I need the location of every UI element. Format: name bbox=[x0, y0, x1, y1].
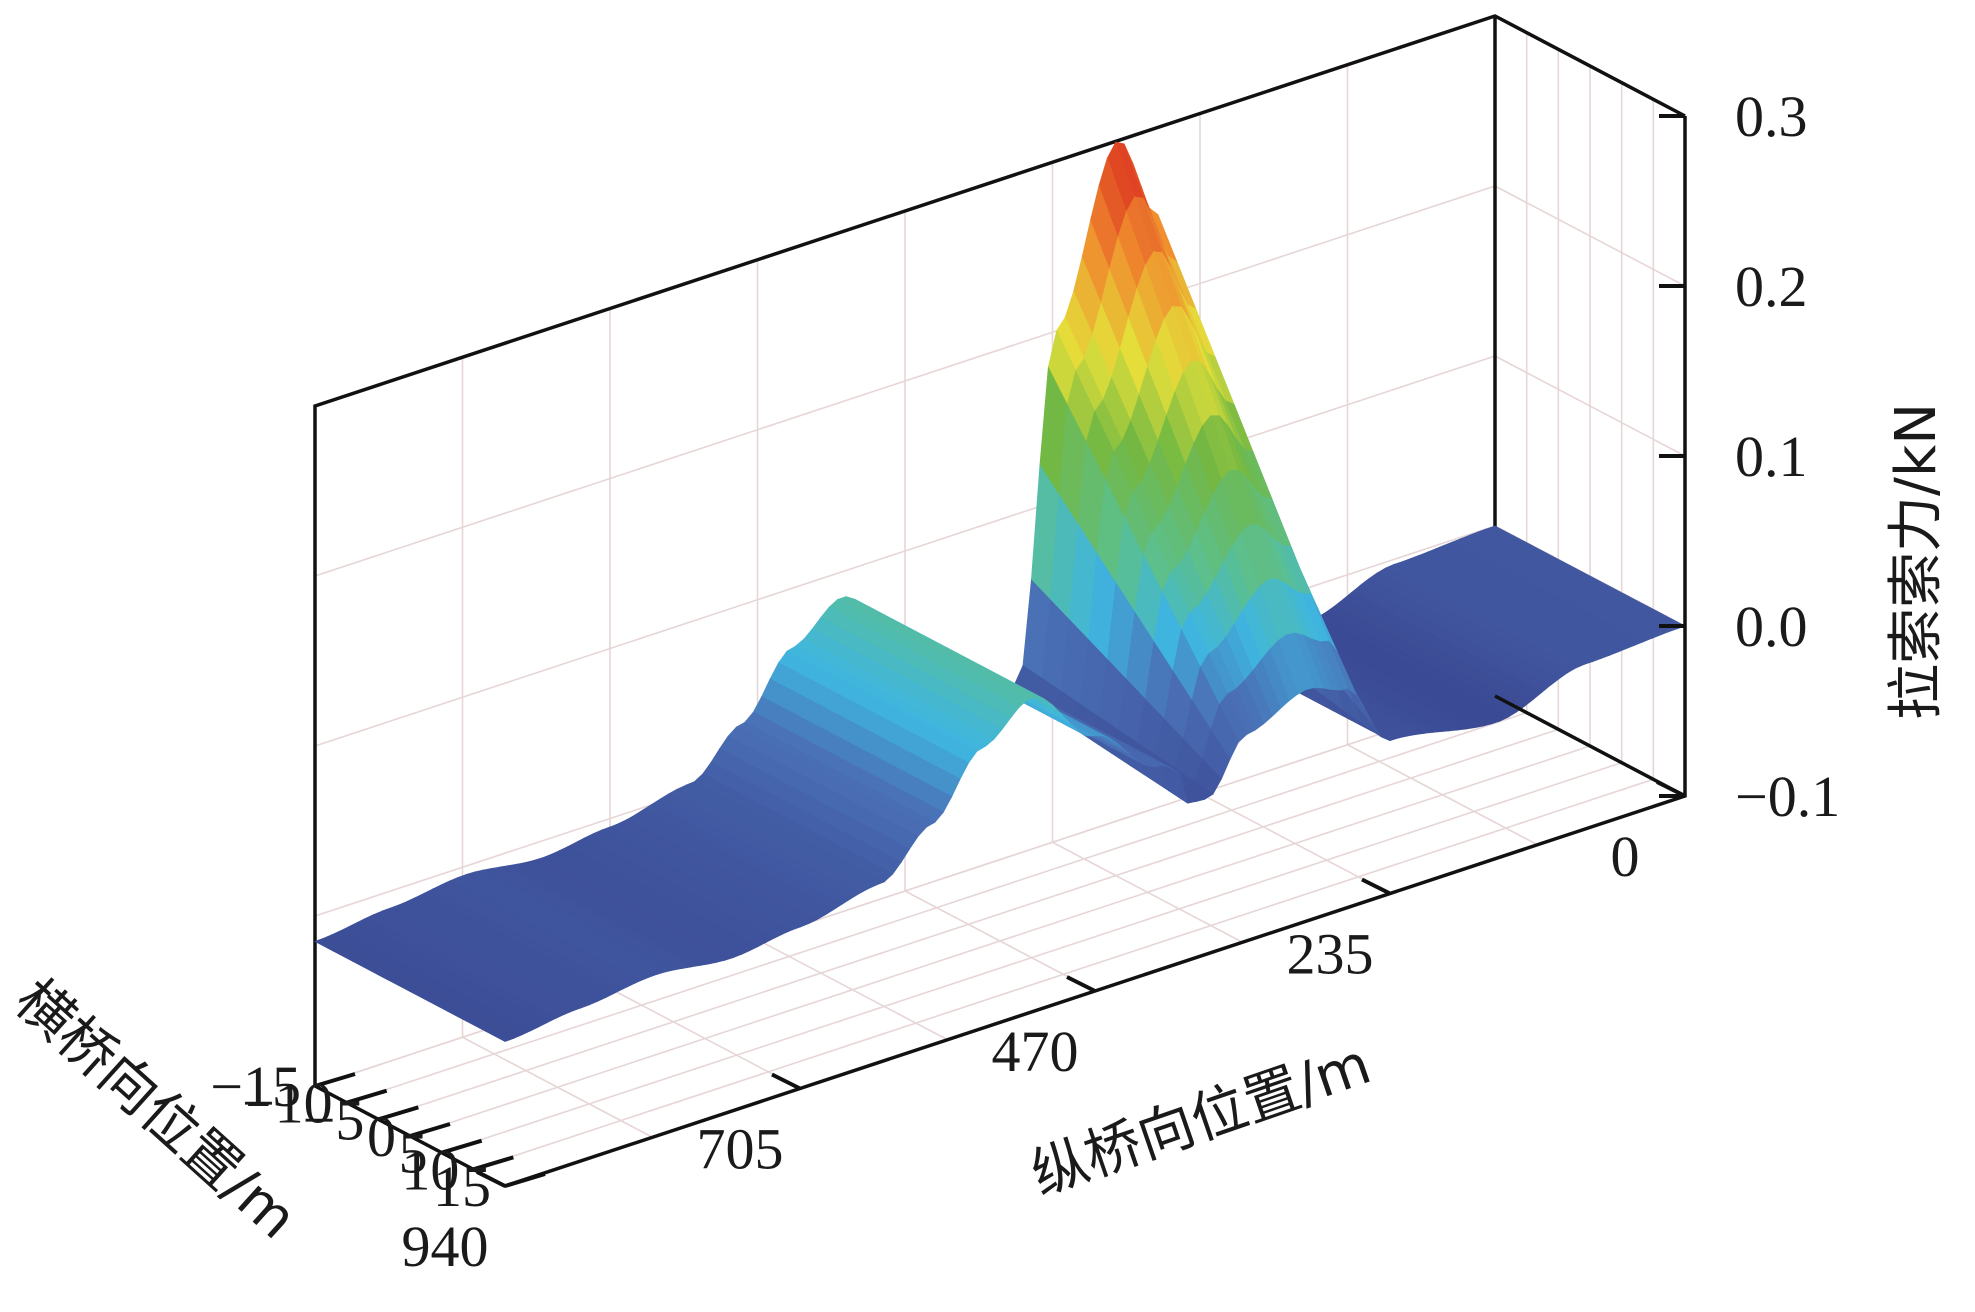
x-tick-mark bbox=[1361, 877, 1391, 896]
grid-line bbox=[441, 761, 1622, 1154]
z-tick-label: 0.3 bbox=[1735, 84, 1808, 149]
z-tick-label: 0.2 bbox=[1735, 254, 1808, 319]
y-tick-label: 10 bbox=[401, 1137, 459, 1202]
x-tick-label: 470 bbox=[992, 1019, 1079, 1084]
grid-line bbox=[314, 185, 1496, 577]
y-tick-label: 0 bbox=[367, 1104, 396, 1169]
y-tick-mark bbox=[346, 1088, 388, 1105]
y-tick-mark bbox=[504, 1172, 546, 1188]
x-tick-label: 0 bbox=[1611, 824, 1640, 889]
grid-line bbox=[346, 711, 1527, 1104]
z-tick-label: −0.1 bbox=[1735, 764, 1840, 829]
z-tick-label: 0.0 bbox=[1735, 594, 1808, 659]
grid-line bbox=[378, 728, 1559, 1121]
x-tick-mark bbox=[476, 1170, 506, 1188]
y-tick-label: 5 bbox=[399, 1121, 428, 1186]
box-edge-front bbox=[1494, 694, 1686, 798]
grid-line bbox=[314, 355, 1496, 747]
x-tick-mark bbox=[1656, 780, 1686, 798]
x-tick-mark bbox=[1066, 975, 1096, 993]
box-edge-back bbox=[313, 14, 1686, 1086]
x-tick-mark bbox=[771, 1072, 801, 1091]
y-tick-label: 15 bbox=[433, 1154, 491, 1219]
y-tick-label: −5 bbox=[303, 1087, 365, 1152]
y-tick-mark bbox=[314, 1072, 356, 1088]
y-tick-mark bbox=[441, 1138, 483, 1155]
surface bbox=[314, 141, 1687, 1042]
grid-line bbox=[1494, 355, 1686, 457]
x-tick-label: 235 bbox=[1287, 922, 1374, 987]
tick-marks bbox=[314, 114, 1686, 1188]
y-tick-mark bbox=[472, 1155, 514, 1172]
x-tick-label: 705 bbox=[697, 1117, 784, 1182]
y-tick-label: −10 bbox=[242, 1071, 333, 1136]
z-axis-title: 拉索索力/kN bbox=[1884, 403, 1949, 720]
z-tick-label: 0.1 bbox=[1735, 424, 1808, 489]
y-tick-mark bbox=[377, 1105, 419, 1122]
grid-line bbox=[1494, 185, 1686, 287]
grid-line bbox=[473, 778, 1654, 1171]
y-tick-label: −15 bbox=[210, 1054, 301, 1119]
y-tick-mark bbox=[409, 1122, 451, 1138]
surface-patch bbox=[485, 1027, 515, 1042]
x-tick-label: 940 bbox=[402, 1214, 489, 1279]
grid-line bbox=[409, 745, 1591, 1137]
